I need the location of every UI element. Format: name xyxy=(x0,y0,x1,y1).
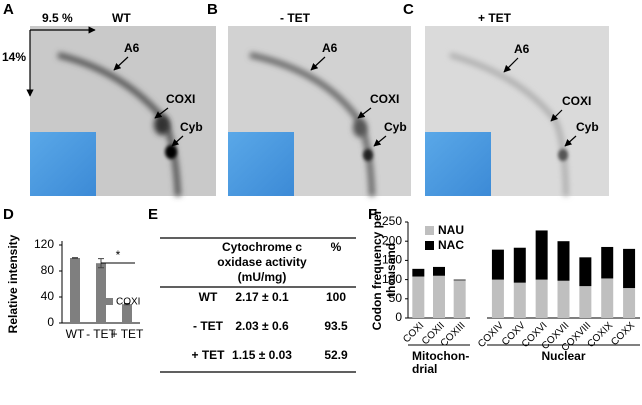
bar-segment xyxy=(535,279,548,318)
bar-segment xyxy=(557,280,570,318)
gel-a xyxy=(30,26,216,197)
group-label: drial xyxy=(412,362,437,376)
bar-segment xyxy=(491,249,504,280)
spot-label: Cyb xyxy=(576,120,599,134)
legend-label: COXI xyxy=(116,297,140,308)
bar-segment xyxy=(579,286,592,318)
gel-c xyxy=(425,26,609,197)
group-label: Mitochon- xyxy=(412,349,469,363)
table-cell: WT xyxy=(199,290,218,304)
spot-label: COXI xyxy=(370,92,399,106)
table-cell: 93.5 xyxy=(324,319,348,333)
y-tick-label: 100 xyxy=(382,272,402,286)
bar-segment xyxy=(513,247,526,283)
x-tick-label: + TET xyxy=(111,327,144,341)
bar-segment xyxy=(453,279,466,281)
bar-segment xyxy=(623,248,636,289)
bar xyxy=(122,304,132,323)
spot-label: A6 xyxy=(514,42,530,56)
table-cell: + TET xyxy=(191,348,225,362)
bar-segment xyxy=(453,280,466,318)
legend-swatch xyxy=(425,226,434,235)
table-cell: 52.9 xyxy=(324,348,348,362)
bar xyxy=(70,258,80,323)
bar-segment xyxy=(601,246,614,279)
bar xyxy=(96,263,106,323)
x-tick-label: - TET xyxy=(86,327,116,341)
bar-segment xyxy=(513,282,526,318)
gel-b xyxy=(228,26,411,197)
table-cell: 2.17 ± 0.1 xyxy=(235,290,289,304)
legend-label: NAC xyxy=(438,238,464,252)
arrows xyxy=(26,26,577,147)
panel-label: D xyxy=(3,206,14,223)
table-header: % xyxy=(331,240,342,254)
significance-mark: * xyxy=(116,248,121,262)
y-tick-label: 250 xyxy=(382,214,402,228)
y-axis-label: Codon frequency per xyxy=(370,209,384,330)
legend-swatch xyxy=(106,298,113,305)
bar-segment xyxy=(601,278,614,318)
bar-segment xyxy=(412,276,425,318)
y-tick-label: 0 xyxy=(395,310,402,324)
spot-label: Cyb xyxy=(384,120,407,134)
y-tick-label: 0 xyxy=(47,315,54,329)
bar-segment xyxy=(535,230,548,280)
table-cell: - TET xyxy=(193,319,224,333)
gel-condition: - TET xyxy=(280,11,311,25)
error-bar xyxy=(72,257,78,259)
bar-segment xyxy=(491,279,504,318)
table-header: Cytochrome c xyxy=(222,240,302,254)
y-axis-label: thousand xyxy=(384,243,398,297)
bar-segment xyxy=(433,275,445,318)
bar-segment xyxy=(412,268,425,277)
bar-segment xyxy=(433,266,445,276)
table-cell: 1.15 ± 0.03 xyxy=(232,348,292,362)
y-axis-label: Relative intensity xyxy=(6,234,20,333)
error-bar xyxy=(124,303,130,306)
panel-label: B xyxy=(207,1,218,18)
bar-segment xyxy=(557,241,570,281)
gel-condition: + TET xyxy=(478,11,512,25)
y-tick-label: 80 xyxy=(41,263,55,277)
table-header: (mU/mg) xyxy=(238,270,287,284)
y-tick-label: 50 xyxy=(389,291,403,305)
spot-label: A6 xyxy=(124,41,140,55)
spot-label: COXI xyxy=(166,92,195,106)
legend-label: NAU xyxy=(438,223,464,237)
group-label: Nuclear xyxy=(541,349,585,363)
x-tick-label: COXX xyxy=(609,320,637,348)
dim-label: 14% xyxy=(2,50,26,64)
bar-segment xyxy=(623,288,636,318)
table-cell: 2.03 ± 0.6 xyxy=(235,319,289,333)
panel-label: F xyxy=(368,206,377,223)
table-header: oxidase activity xyxy=(217,255,307,269)
y-tick-label: 200 xyxy=(382,233,402,247)
panel-label: A xyxy=(3,1,14,18)
dim-label: 9.5 % xyxy=(42,11,73,25)
y-tick-label: 40 xyxy=(41,289,55,303)
panel-label: E xyxy=(148,206,158,223)
table-cell: 100 xyxy=(326,290,346,304)
panel-label: C xyxy=(403,1,414,18)
y-tick-label: 150 xyxy=(382,253,402,267)
spot-label: COXI xyxy=(562,94,591,108)
x-tick-label: WT xyxy=(66,327,85,341)
activity-table: Cytochrome c oxidase activity (mU/mg) % … xyxy=(160,237,356,373)
spot-label: Cyb xyxy=(180,120,203,134)
gel-condition: WT xyxy=(112,11,131,25)
bar-segment xyxy=(579,257,592,287)
legend-swatch xyxy=(425,241,434,250)
y-tick-label: 120 xyxy=(34,237,54,251)
spot-label: A6 xyxy=(322,41,338,55)
